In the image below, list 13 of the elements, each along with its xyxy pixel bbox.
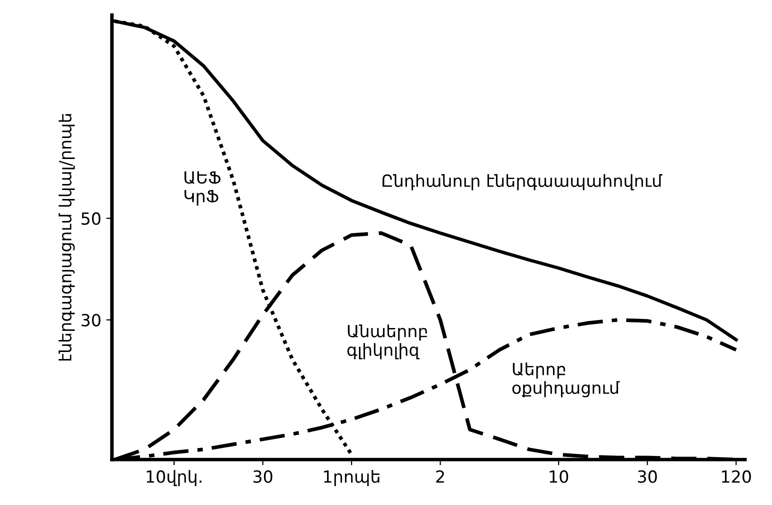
x-tick-label: 30 [638,470,657,483]
series-label: Անաերոբ գլիկոլիզ [347,324,427,360]
y-tick-label: 50 [82,212,100,225]
series-label: ԱԵՖ ԿրՖ [184,171,220,206]
y-axis-title: էներգագոյացում կկալ/րոպե [58,114,75,361]
x-tick-label: 1րոպե [324,470,380,486]
series-label: Ընդհանուր էներգաապահովում [382,174,662,190]
x-tick-label: 10 [550,470,568,483]
x-tick-label: 120 [722,470,751,483]
series-label: Աերոբ օքսիդացում [512,362,620,398]
x-tick-label: 30 [253,470,272,483]
x-tick-label: 2 [436,470,444,483]
x-tick-label: 10վրկ. [146,470,202,486]
